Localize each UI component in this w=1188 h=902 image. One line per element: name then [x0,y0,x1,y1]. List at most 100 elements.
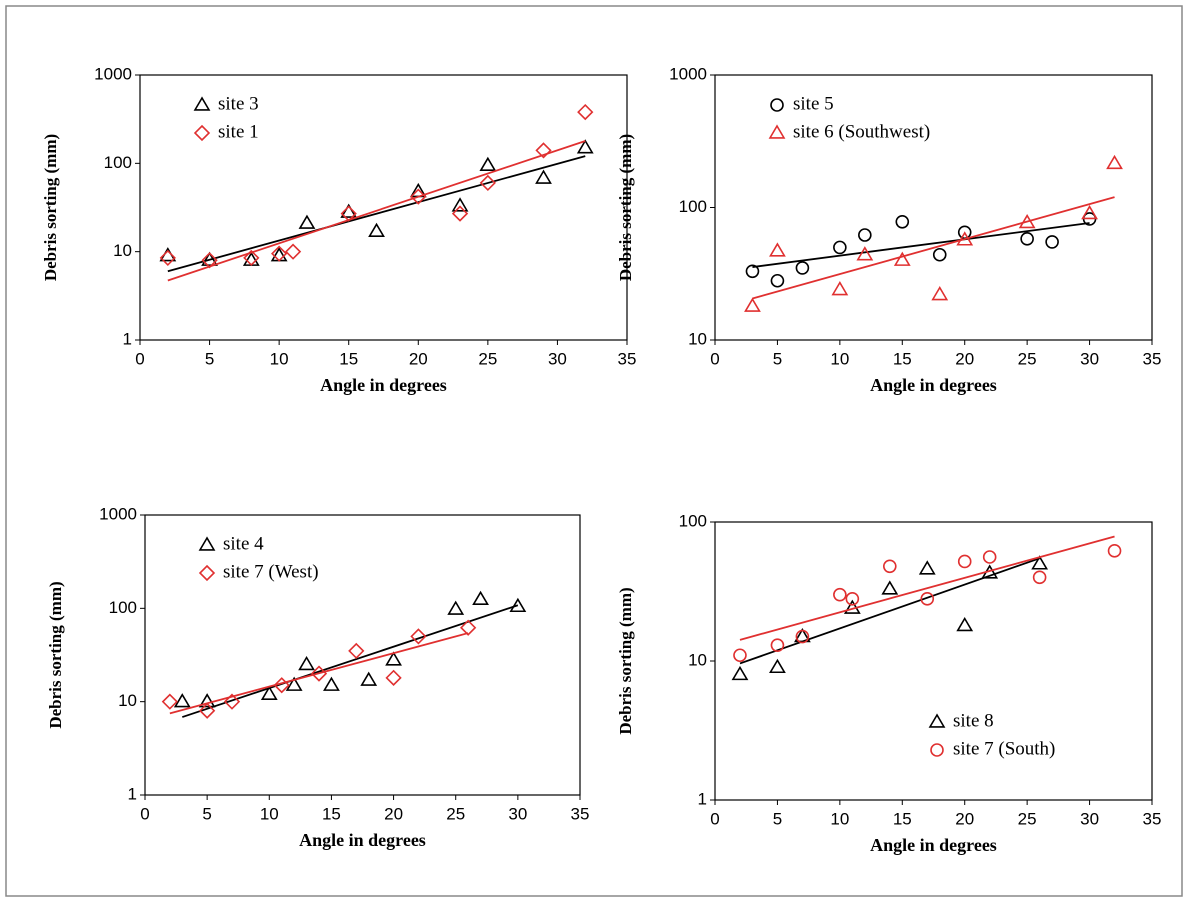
marker-circle [1020,232,1034,246]
marker-triangle [360,671,378,686]
marker-circle [1032,570,1047,585]
marker-triangle [201,251,218,266]
marker-circle [932,247,947,262]
marker-triangle [956,231,974,246]
marker-triangle [193,96,211,111]
marker-circle [930,743,944,757]
x-tick-label: 30 [1080,349,1099,368]
marker-triangle [285,676,303,691]
x-tick-label: 25 [1018,349,1037,368]
x-tick-label: 35 [1143,349,1162,368]
x-tick-label: 20 [384,804,403,823]
x-tick-label: 0 [710,349,719,368]
marker-diamond [385,669,402,686]
marker-triangle [451,197,469,212]
marker-circle [770,98,784,112]
marker-circle [982,550,997,564]
x-tick-label: 0 [135,349,144,368]
x-tick-label: 5 [205,349,214,368]
x-tick-label: 25 [446,804,465,823]
marker-triangle [1106,154,1123,170]
marker-diamond [243,249,260,267]
marker-diamond [348,642,365,660]
y-tick-label: 1000 [669,64,707,83]
marker-diamond [410,188,427,205]
marker-triangle [298,655,315,671]
marker-circle [920,592,935,606]
x-tick-label: 30 [508,804,527,823]
y-tick-label: 1 [128,784,137,803]
y-tick-label: 1000 [99,504,137,523]
marker-triangle [198,536,216,551]
x-tick-label: 30 [548,349,567,368]
marker-diamond [577,103,594,121]
y-axis-label: Debris sorting (mm) [41,134,60,281]
marker-triangle [323,676,340,691]
marker-triangle [769,242,786,257]
y-tick-label: 10 [688,650,707,669]
trend-line [169,632,469,715]
x-tick-label: 35 [618,349,637,368]
y-tick-label: 100 [104,153,132,172]
marker-diamond [161,693,178,710]
frame [5,5,1183,897]
plot-area [139,74,628,341]
x-tick-label: 5 [773,349,782,368]
y-tick-label: 100 [679,511,707,530]
marker-diamond [198,564,216,582]
y-axis-label: Debris sorting (mm) [616,587,635,734]
marker-diamond [284,243,302,260]
x-tick-label: 15 [893,809,912,828]
trend-line [739,535,1115,641]
marker-triangle [1031,555,1049,570]
trend-line [167,140,586,282]
trend-line [752,222,1090,268]
x-tick-label: 20 [409,349,428,368]
marker-triangle [368,222,385,238]
marker-triangle [535,169,552,184]
x-tick-label: 5 [202,804,211,823]
y-tick-label: 100 [679,197,707,216]
marker-diamond [310,665,328,682]
x-tick-label: 25 [478,349,497,368]
y-tick-label: 10 [113,241,132,260]
marker-triangle [768,124,786,139]
marker-triangle [447,600,465,615]
plot-area [144,514,581,796]
marker-triangle [1081,204,1098,220]
marker-triangle [576,139,594,154]
marker-triangle [881,580,899,595]
legend-label: site 7 (West) [223,561,319,582]
marker-diamond [340,205,357,222]
legend-label: site 8 [953,710,994,731]
marker-diamond [271,245,288,262]
x-tick-label: 10 [260,804,279,823]
marker-circle [895,214,910,229]
marker-triangle [479,156,497,172]
x-tick-label: 20 [955,349,974,368]
marker-triangle [769,658,786,674]
legend-label: site 7 (South) [953,738,1055,759]
x-tick-label: 5 [773,809,782,828]
x-tick-label: 20 [955,809,974,828]
y-tick-label: 10 [118,691,137,710]
marker-circle [845,592,860,606]
y-tick-label: 1 [698,789,707,808]
marker-triangle [956,616,974,632]
marker-diamond [193,124,211,142]
marker-triangle [472,590,489,605]
marker-triangle [1018,213,1036,229]
marker-triangle [298,214,316,229]
marker-triangle [385,651,402,666]
marker-triangle [856,246,874,261]
legend-label: site 4 [223,533,264,554]
legend-label: site 1 [218,121,259,142]
trend-line [752,196,1115,300]
marker-triangle [928,713,946,728]
marker-triangle [794,627,811,643]
marker-circle [833,240,847,255]
marker-triangle [918,560,936,575]
marker-diamond [201,252,218,269]
x-tick-label: 10 [830,809,849,828]
